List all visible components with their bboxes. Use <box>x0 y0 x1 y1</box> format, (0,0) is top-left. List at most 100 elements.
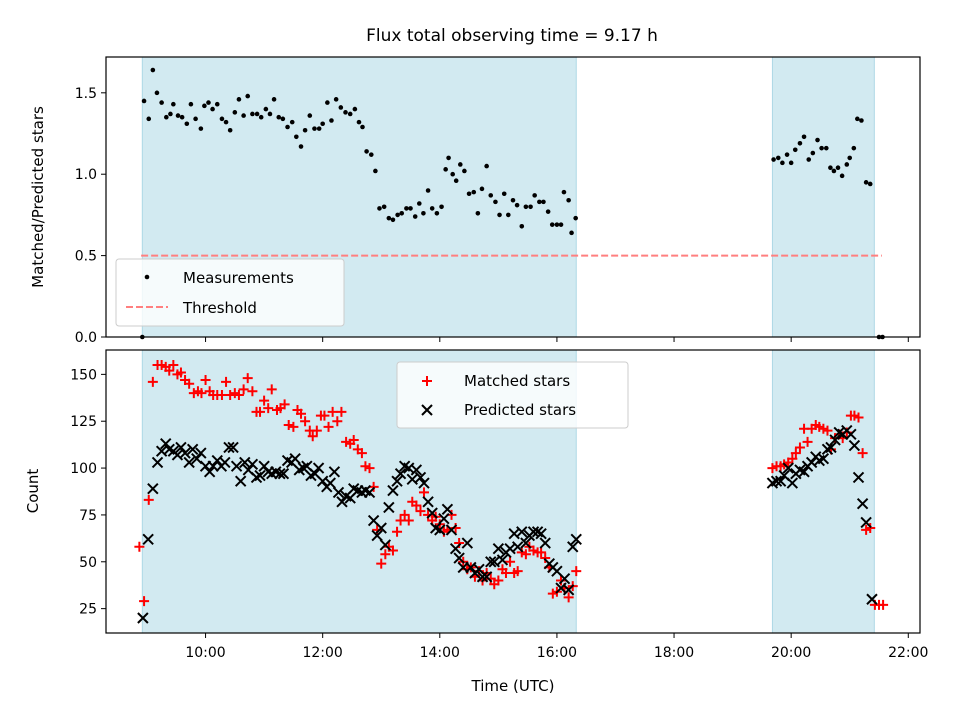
measurement-point <box>434 210 440 216</box>
measurement-point <box>307 113 313 118</box>
matched-star-point <box>247 386 258 397</box>
matched-star-point <box>878 599 889 610</box>
measurement-point <box>867 181 873 187</box>
measurement-point <box>450 171 455 177</box>
measurement-point <box>788 160 794 166</box>
measurement-point <box>532 193 537 198</box>
x-tick-label: 18:00 <box>654 645 694 661</box>
measurement-point <box>851 145 857 151</box>
predicted-star-point <box>786 477 799 489</box>
matched-star-point <box>143 494 154 505</box>
measurement-point <box>202 103 207 109</box>
measurement-point <box>558 222 564 227</box>
matched-star-point <box>857 448 868 459</box>
count-y-tick-label: 75 <box>79 508 97 524</box>
predicted-star-point <box>254 469 266 482</box>
x-tick-label: 20:00 <box>771 645 811 661</box>
measurement-point <box>844 162 850 167</box>
predicted-star-point <box>461 537 474 549</box>
matched-star-point <box>392 526 403 537</box>
measurement-point <box>775 155 781 161</box>
x-tick-label: 10:00 <box>185 645 225 661</box>
predicted-star-point <box>562 584 575 596</box>
matched-star-point <box>403 515 414 526</box>
predicted-star-point <box>449 542 462 555</box>
predicted-star-point <box>798 466 810 478</box>
predicted-star-point <box>856 497 869 510</box>
measurement-point <box>236 97 242 102</box>
matched-star-point <box>296 408 307 419</box>
predicted-star-point <box>453 552 465 564</box>
predicted-star-point <box>774 475 787 487</box>
matched-star-point <box>336 406 347 417</box>
measurement-point <box>824 145 829 151</box>
predicted-star-point <box>414 471 427 484</box>
measurement-point <box>417 201 422 206</box>
predicted-star-point <box>147 482 159 495</box>
matched-star-point <box>255 406 266 417</box>
measurement-point <box>329 118 334 123</box>
matched-star-point <box>505 556 516 567</box>
predicted-star-point <box>234 475 247 487</box>
measurement-point <box>479 186 485 192</box>
predicted-star-point <box>379 539 392 551</box>
predicted-star-point <box>406 473 418 486</box>
count-shaded-interval-1 <box>771 349 875 634</box>
measurement-point <box>425 188 431 193</box>
measurement-point <box>289 119 295 125</box>
count-panel-marks <box>134 359 889 624</box>
matched-star-point <box>279 399 290 410</box>
count-panel-legend: Matched stars Predicted stars <box>396 361 629 429</box>
measurement-point <box>810 150 816 156</box>
x-axis-label: Time (UTC) <box>471 677 555 695</box>
chart-title: Flux total observing time = 9.17 h <box>366 26 658 46</box>
measurement-point <box>797 140 803 146</box>
matched-star-point <box>221 376 232 387</box>
predicted-star-point <box>274 467 286 480</box>
predicted-star-point <box>852 471 865 484</box>
count-y-tick-label: 50 <box>79 555 97 571</box>
matched-star-point <box>556 575 567 586</box>
measurement-point <box>325 100 330 105</box>
predicted-star-point <box>485 556 497 568</box>
matched-star-point <box>196 388 207 399</box>
measurement-point <box>497 212 502 218</box>
predicted-star-point <box>770 475 783 487</box>
measurement-point <box>316 126 322 131</box>
predicted-star-point <box>520 537 532 549</box>
predicted-star-point <box>418 477 430 489</box>
predicted-star-point <box>207 460 219 472</box>
matched-star-point <box>794 442 805 453</box>
ratio-y-tick-label: 0.5 <box>75 249 97 265</box>
predicted-star-point <box>227 441 239 454</box>
matched-star-point <box>790 448 801 459</box>
count-y-tick-label: 100 <box>70 461 97 477</box>
measurement-point <box>302 127 308 133</box>
matched-star-point <box>283 419 294 430</box>
count-panel: 25 50 75 100 125 150 10:00 12:00 14:00 16:00 18:00… <box>24 349 928 695</box>
predicted-star-point <box>422 496 434 508</box>
measurement-point <box>250 111 255 117</box>
matched-star-point <box>311 425 322 436</box>
measurement-point <box>364 149 369 154</box>
measurement-point <box>537 199 542 205</box>
measurement-point <box>245 93 251 99</box>
measurement-point <box>179 114 185 120</box>
matched-star-point <box>168 359 179 370</box>
predicted-star-point <box>312 462 325 474</box>
predicted-star-point <box>434 524 446 536</box>
measurement-point <box>338 105 344 110</box>
measurement-point <box>352 106 358 112</box>
measurement-point <box>294 134 299 140</box>
count-panel-ticks: 25 50 75 100 125 150 10:00 12:00 14:00 16:00 18:00… <box>70 367 928 661</box>
ratio-y-tick-label: 1.5 <box>75 86 97 102</box>
matched-star-point <box>512 566 523 577</box>
count-panel-y-axis-label: Count <box>24 469 42 514</box>
measurement-point <box>514 202 520 208</box>
measurement-point <box>554 222 560 227</box>
measurement-point <box>541 199 546 205</box>
measurement-point <box>241 113 246 118</box>
measurement-point <box>227 127 233 133</box>
measurement-point <box>819 145 824 151</box>
measurement-point <box>210 106 215 112</box>
